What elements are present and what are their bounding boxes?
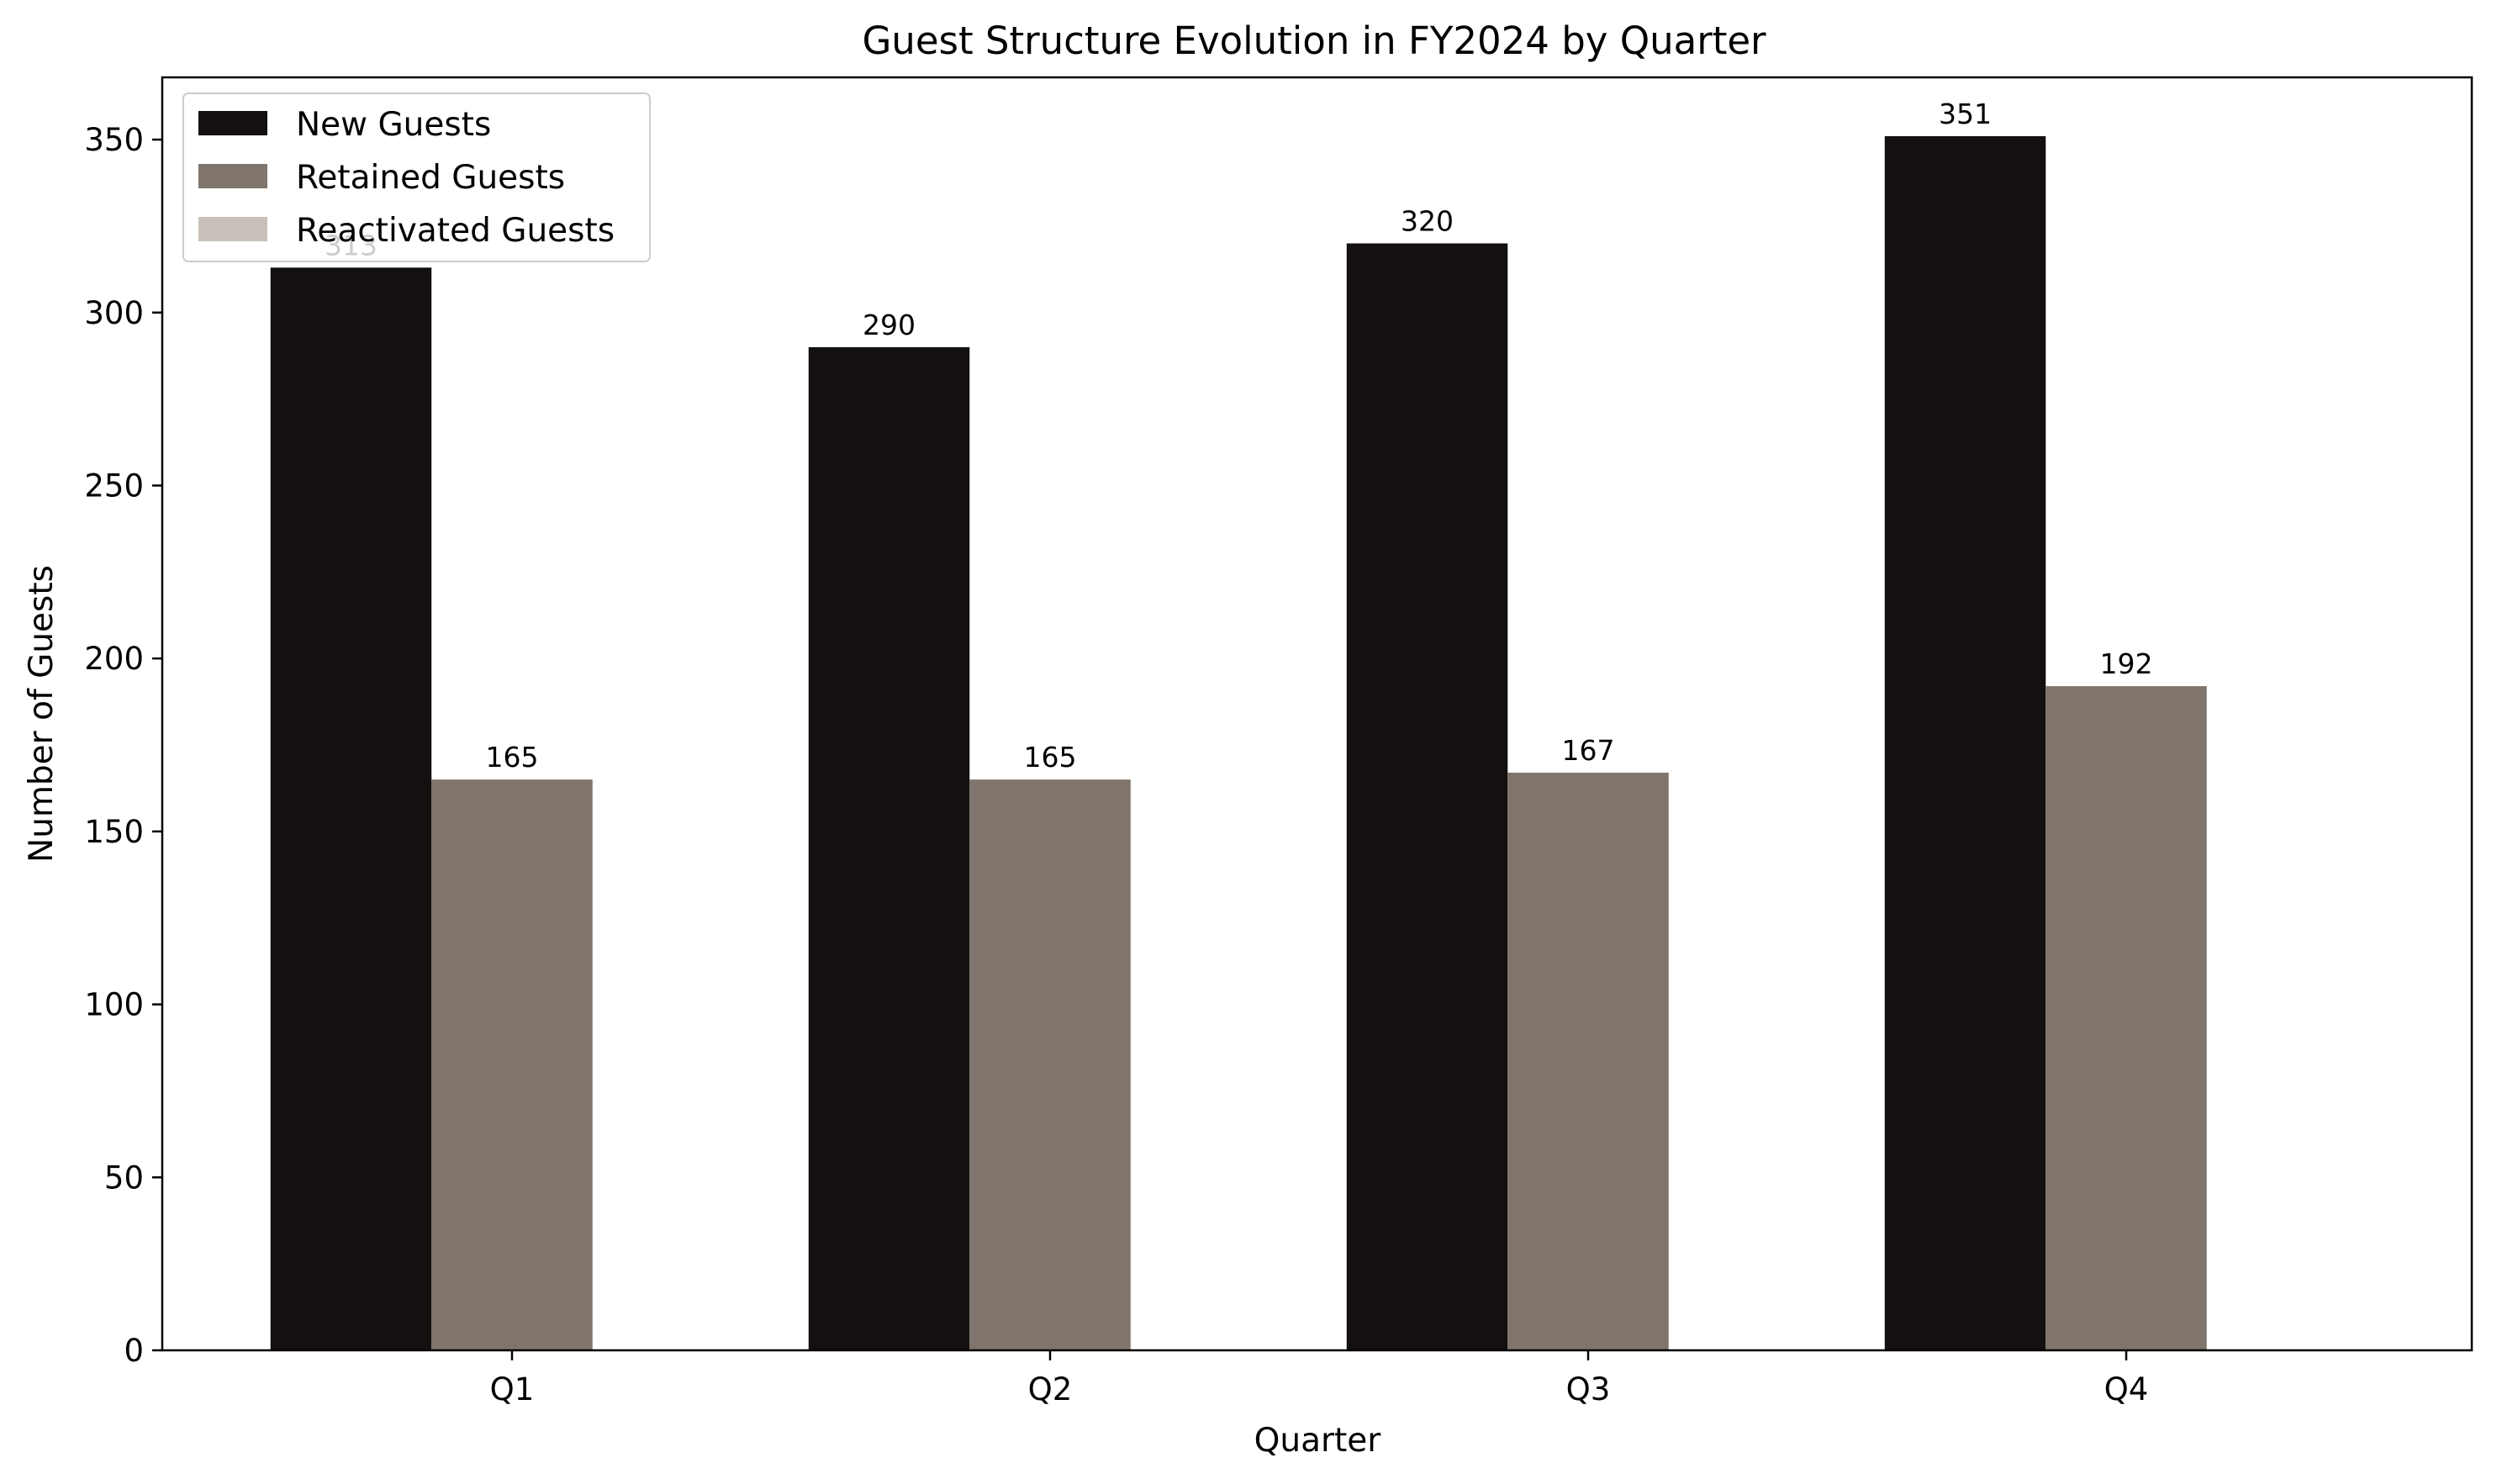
bar-new-guests-q3 [1346, 243, 1508, 1350]
legend-box [182, 92, 651, 262]
data-label: 167 [1562, 734, 1615, 767]
x-tick-label: Q3 [1566, 1371, 1611, 1407]
bar-retained-guests-q4 [2046, 686, 2207, 1350]
data-label: 351 [1939, 98, 1992, 130]
x-tick-label: Q2 [1028, 1371, 1073, 1407]
legend-swatch [198, 164, 267, 188]
legend-label: New Guests [296, 106, 491, 144]
bar-new-guests-q4 [1884, 135, 2046, 1351]
chart-title: Guest Structure Evolution in FY2024 by Q… [862, 18, 1766, 63]
data-label: 165 [1024, 741, 1077, 774]
legend-label: Retained Guests [296, 159, 565, 197]
y-tick-label: 250 [84, 467, 144, 504]
legend-swatch [198, 111, 267, 135]
y-tick-label: 200 [84, 641, 144, 677]
y-axis: 0 50 100 150 200 250 300 350 [84, 122, 162, 1369]
y-axis-title: Number of Guests [23, 565, 61, 863]
y-tick-label: 0 [124, 1333, 144, 1369]
y-tick-label: 150 [84, 814, 144, 850]
bars-layer [270, 135, 2207, 1351]
data-label: 165 [486, 741, 539, 774]
x-axis: Q1 Q2 Q3 Q4 [490, 1350, 2149, 1407]
y-tick-label: 300 [84, 295, 144, 331]
x-tick-label: Q4 [2104, 1371, 2149, 1407]
bar-retained-guests-q3 [1507, 772, 1669, 1350]
legend-swatch [198, 217, 267, 241]
data-label: 320 [1401, 204, 1454, 237]
y-tick-label: 100 [84, 987, 144, 1023]
data-label: 290 [863, 309, 916, 341]
y-tick-label: 50 [104, 1159, 144, 1196]
plot-frame [161, 76, 2473, 1352]
legend: New Guests Retained Guests Reactivated Gue… [182, 92, 651, 262]
bar-retained-guests-q1 [431, 779, 593, 1350]
bar-new-guests-q1 [270, 267, 432, 1351]
x-axis-title: Quarter [1254, 1422, 1382, 1460]
bar-new-guests-q2 [808, 346, 970, 1351]
legend-label: Reactivated Guests [296, 212, 615, 250]
bar-retained-guests-q2 [969, 779, 1131, 1350]
y-tick-label: 350 [84, 122, 144, 158]
data-label: 192 [2100, 647, 2153, 680]
x-tick-label: Q1 [490, 1371, 535, 1407]
